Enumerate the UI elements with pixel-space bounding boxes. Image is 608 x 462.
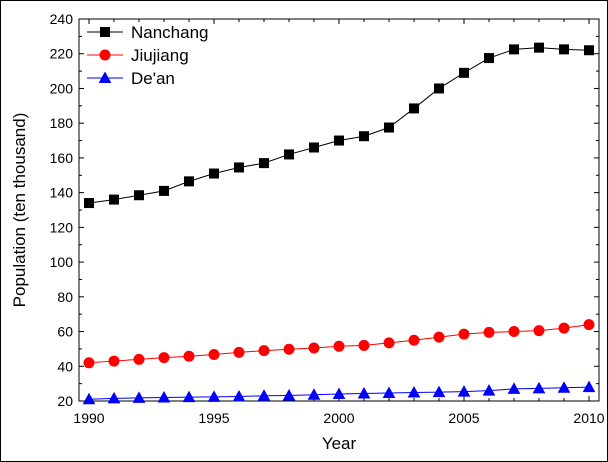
data-point-jiujiang xyxy=(558,322,570,334)
axes: 20 40 60 80 100 120 140 160 180 200 220 240 1990 1995… xyxy=(50,11,605,426)
data-point-de-an xyxy=(457,385,471,397)
series-layer xyxy=(82,42,596,405)
legend-marker-de-an xyxy=(98,71,112,83)
data-point-jiujiang xyxy=(108,355,120,367)
data-point-jiujiang xyxy=(583,319,595,331)
data-point-de-an xyxy=(82,392,96,405)
y-tick-label: 240 xyxy=(50,11,74,27)
series-jiujiang xyxy=(83,319,595,369)
data-point-de-an xyxy=(432,385,446,398)
data-point-jiujiang xyxy=(283,343,295,355)
y-tick-label: 200 xyxy=(50,80,74,96)
data-point-jiujiang xyxy=(183,350,195,362)
y-axis-title: Population (ten thousand) xyxy=(10,113,29,308)
data-point-nanchang xyxy=(259,158,269,169)
data-point-jiujiang xyxy=(458,328,470,340)
series-nanchang xyxy=(84,42,594,209)
legend-item-nanchang: Nanchang xyxy=(87,23,209,42)
legend: Nanchang Jiujiang De'an xyxy=(87,23,209,88)
y-tick-label: 120 xyxy=(50,219,74,235)
x-axis-title: Year xyxy=(322,434,357,453)
data-point-nanchang xyxy=(284,149,294,160)
data-point-de-an xyxy=(557,381,571,393)
x-tick-label: 1995 xyxy=(198,410,229,426)
y-tick-label: 220 xyxy=(50,46,74,62)
data-point-nanchang xyxy=(434,83,444,94)
data-point-nanchang xyxy=(359,131,369,142)
y-tick-label: 160 xyxy=(50,150,74,166)
y-tick-label: 40 xyxy=(57,358,73,374)
data-point-nanchang xyxy=(109,194,119,205)
data-point-jiujiang xyxy=(258,345,270,357)
data-point-jiujiang xyxy=(308,342,320,354)
legend-marker-nanchang xyxy=(100,27,110,37)
data-point-nanchang xyxy=(509,44,519,55)
data-point-nanchang xyxy=(384,122,394,133)
data-point-nanchang xyxy=(559,44,569,55)
data-point-de-an xyxy=(407,385,421,398)
x-tick-label: 1990 xyxy=(73,410,104,426)
data-point-jiujiang xyxy=(83,357,95,369)
data-point-nanchang xyxy=(409,103,419,114)
data-point-de-an xyxy=(307,388,321,400)
legend-label-nanchang: Nanchang xyxy=(131,23,209,42)
data-point-nanchang xyxy=(584,45,594,56)
data-point-de-an xyxy=(232,389,246,402)
data-point-nanchang xyxy=(134,190,144,201)
legend-item-de-an: De'an xyxy=(87,69,175,88)
x-tick-label: 2010 xyxy=(573,410,604,426)
data-point-jiujiang xyxy=(408,334,420,346)
data-point-nanchang xyxy=(234,162,244,173)
data-point-nanchang xyxy=(209,168,219,179)
data-point-de-an xyxy=(382,386,396,399)
data-point-de-an xyxy=(182,390,196,403)
data-point-de-an xyxy=(107,391,121,404)
data-point-nanchang xyxy=(484,53,494,64)
data-point-de-an xyxy=(257,389,271,401)
data-point-jiujiang xyxy=(533,325,545,337)
data-point-jiujiang xyxy=(508,326,520,338)
data-point-nanchang xyxy=(534,42,544,53)
data-point-nanchang xyxy=(159,185,169,196)
data-point-nanchang xyxy=(309,142,319,153)
data-point-nanchang xyxy=(459,67,469,78)
y-tick-label: 80 xyxy=(57,289,73,305)
legend-item-jiujiang: Jiujiang xyxy=(87,46,189,65)
data-point-de-an xyxy=(357,386,371,399)
data-point-jiujiang xyxy=(208,348,220,360)
legend-label-jiujiang: Jiujiang xyxy=(131,46,189,65)
data-point-de-an xyxy=(157,390,171,403)
y-tick-label: 180 xyxy=(50,115,74,131)
data-point-de-an xyxy=(507,382,521,394)
data-point-jiujiang xyxy=(158,352,170,364)
data-point-jiujiang xyxy=(483,326,495,338)
y-tick-label: 140 xyxy=(50,185,74,201)
y-tick-label: 20 xyxy=(57,393,73,409)
y-tick-label: 60 xyxy=(57,324,73,340)
legend-label-de-an: De'an xyxy=(131,69,175,88)
y-tick-label: 100 xyxy=(50,254,74,270)
data-point-de-an xyxy=(282,388,296,401)
legend-marker-jiujiang xyxy=(99,49,111,61)
x-tick-label: 2005 xyxy=(448,410,479,426)
x-tick-label: 2000 xyxy=(323,410,354,426)
data-point-nanchang xyxy=(84,198,94,209)
data-point-jiujiang xyxy=(433,331,445,343)
data-point-de-an xyxy=(332,387,346,400)
data-point-de-an xyxy=(132,391,146,403)
data-point-jiujiang xyxy=(383,337,395,349)
data-point-de-an xyxy=(582,380,596,393)
series-de-an xyxy=(82,380,596,405)
data-point-de-an xyxy=(482,384,496,396)
data-point-nanchang xyxy=(334,135,344,146)
data-point-jiujiang xyxy=(133,353,145,365)
data-point-jiujiang xyxy=(233,346,245,358)
data-point-jiujiang xyxy=(333,340,345,352)
data-point-de-an xyxy=(532,381,546,394)
data-point-de-an xyxy=(207,390,221,402)
data-point-nanchang xyxy=(184,176,194,187)
data-point-jiujiang xyxy=(358,339,370,351)
